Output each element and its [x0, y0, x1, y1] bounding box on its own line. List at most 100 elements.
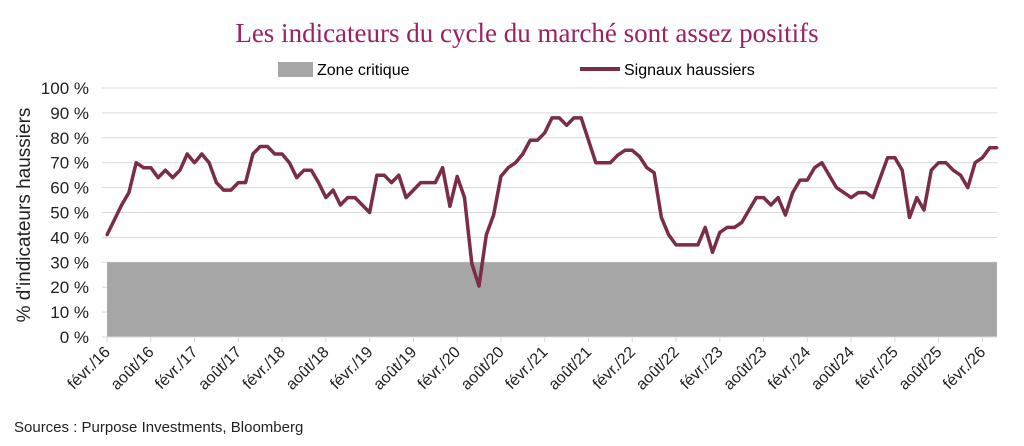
- data-point: [120, 203, 124, 207]
- data-point: [185, 152, 189, 156]
- data-point: [557, 116, 561, 120]
- data-point: [616, 153, 620, 157]
- legend-swatch-zone-critique: [278, 62, 313, 77]
- data-point: [171, 176, 175, 180]
- data-point: [368, 211, 372, 214]
- data-point: [973, 161, 977, 165]
- data-point: [214, 181, 218, 185]
- data-point: [929, 168, 933, 172]
- data-point: [886, 156, 890, 160]
- data-point: [762, 196, 766, 200]
- data-point: [776, 196, 780, 200]
- data-point: [703, 225, 707, 229]
- data-point: [594, 161, 598, 165]
- data-point: [944, 161, 948, 165]
- x-tick-label: févr./23: [677, 344, 726, 393]
- data-point: [966, 186, 970, 190]
- data-point: [798, 178, 802, 182]
- data-point: [382, 173, 386, 177]
- data-point: [813, 166, 817, 170]
- data-point: [338, 203, 342, 207]
- data-point: [506, 166, 510, 170]
- data-point: [470, 262, 474, 266]
- data-point: [645, 166, 649, 170]
- data-point: [550, 116, 554, 120]
- series-layer: [105, 116, 999, 288]
- data-point: [827, 173, 831, 177]
- data-point: [623, 148, 627, 152]
- data-point: [521, 152, 525, 156]
- data-point: [835, 186, 839, 190]
- data-point: [864, 191, 868, 195]
- data-point: [630, 148, 634, 152]
- data-point: [754, 196, 758, 200]
- legend-label-zone-critique: Zone critique: [317, 62, 410, 79]
- data-point: [156, 176, 160, 180]
- data-point: [608, 161, 612, 165]
- y-tick-label: 10 %: [50, 303, 89, 322]
- data-point: [586, 138, 590, 142]
- data-point: [499, 174, 503, 178]
- data-point: [309, 168, 313, 172]
- data-point: [572, 116, 576, 120]
- data-point: [236, 181, 240, 185]
- data-point: [535, 138, 539, 142]
- data-point: [105, 233, 109, 237]
- y-tick-label: 30 %: [50, 253, 89, 272]
- data-point: [514, 161, 518, 165]
- y-tick-label: 60 %: [50, 179, 89, 198]
- data-point: [980, 156, 984, 160]
- data-point: [871, 196, 875, 200]
- x-tick-label: août/19: [370, 344, 420, 394]
- data-point: [528, 138, 532, 142]
- data-point: [484, 233, 488, 237]
- x-tick-label: août/17: [195, 344, 245, 394]
- data-point: [652, 171, 656, 175]
- critical-zone: [107, 262, 997, 337]
- y-tick-label: 90 %: [50, 104, 89, 123]
- x-tick-label: févr./21: [502, 344, 551, 393]
- data-point: [251, 152, 255, 156]
- data-point: [244, 181, 248, 185]
- data-point: [200, 152, 204, 156]
- data-point: [995, 146, 999, 150]
- chart-title: Les indicateurs du cycle du marché sont …: [235, 18, 818, 48]
- data-point: [229, 188, 233, 192]
- data-point: [477, 284, 481, 288]
- data-point: [674, 243, 678, 247]
- data-point: [287, 161, 291, 165]
- data-point: [725, 225, 729, 229]
- data-point: [390, 181, 394, 185]
- data-point: [718, 230, 722, 234]
- data-point: [820, 161, 824, 165]
- data-point: [433, 181, 437, 185]
- data-point: [112, 218, 116, 222]
- x-tick-label: févr./16: [65, 344, 114, 393]
- data-point: [659, 215, 663, 219]
- data-point: [893, 156, 897, 160]
- y-tick-label: 0 %: [60, 328, 89, 347]
- data-point: [783, 213, 787, 217]
- data-point: [842, 191, 846, 195]
- data-point: [141, 166, 145, 170]
- data-point: [448, 204, 452, 208]
- x-tick-label: févr./26: [940, 344, 989, 393]
- data-point: [791, 191, 795, 195]
- data-point: [346, 196, 350, 200]
- y-axis: 0 % 10 % 20 % 30 % 40 % 50 % 60 % 70 % 80 % 90 % 1…: [41, 79, 107, 347]
- data-point: [265, 145, 269, 149]
- data-point: [317, 181, 321, 185]
- data-point: [959, 173, 963, 177]
- x-tick-label: févr./22: [590, 344, 639, 393]
- data-point: [937, 161, 941, 165]
- data-point: [273, 152, 277, 156]
- x-tick-label: août/24: [808, 344, 858, 394]
- data-point: [331, 188, 335, 192]
- y-tick-label: 70 %: [50, 154, 89, 173]
- x-tick-label: févr./17: [152, 344, 201, 393]
- data-point: [353, 196, 357, 200]
- data-point: [681, 243, 685, 247]
- data-point: [375, 173, 379, 177]
- data-point: [404, 196, 408, 200]
